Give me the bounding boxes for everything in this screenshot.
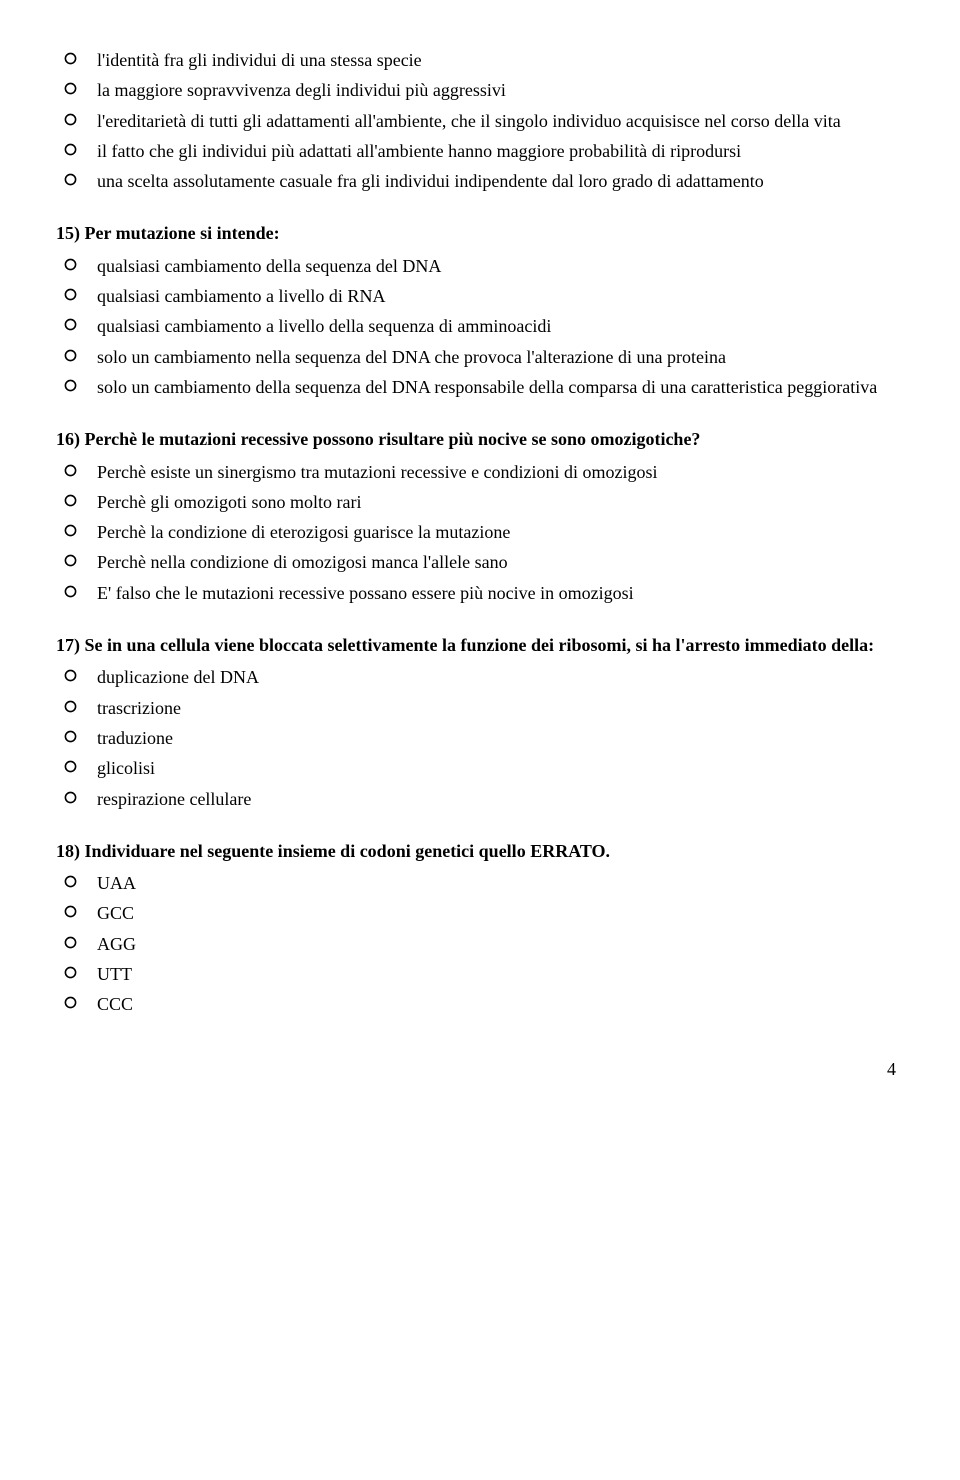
radio-icon[interactable] (64, 113, 77, 126)
question-14-continued: l'identità fra gli individui di una stes… (56, 48, 904, 193)
option-row: Perchè esiste un sinergismo tra mutazion… (56, 460, 904, 484)
option-text: Perchè la condizione di eterozigosi guar… (97, 520, 904, 544)
radio-icon[interactable] (64, 494, 77, 507)
option-text: AGG (97, 932, 904, 956)
option-row: l'identità fra gli individui di una stes… (56, 48, 904, 72)
radio-icon[interactable] (64, 464, 77, 477)
radio-icon[interactable] (64, 700, 77, 713)
radio-icon[interactable] (64, 936, 77, 949)
radio-icon[interactable] (64, 173, 77, 186)
option-row: qualsiasi cambiamento della sequenza del… (56, 254, 904, 278)
option-row: il fatto che gli individui più adattati … (56, 139, 904, 163)
question-title: 16) Perchè le mutazioni recessive posson… (56, 427, 904, 451)
option-text: E' falso che le mutazioni recessive poss… (97, 581, 904, 605)
option-row: traduzione (56, 726, 904, 750)
radio-icon[interactable] (64, 349, 77, 362)
radio-icon[interactable] (64, 288, 77, 301)
option-row: una scelta assolutamente casuale fra gli… (56, 169, 904, 193)
option-row: l'ereditarietà di tutti gli adattamenti … (56, 109, 904, 133)
option-row: Perchè gli omozigoti sono molto rari (56, 490, 904, 514)
radio-icon[interactable] (64, 905, 77, 918)
option-text: una scelta assolutamente casuale fra gli… (97, 169, 904, 193)
option-text: Perchè nella condizione di omozigosi man… (97, 550, 904, 574)
option-row: GCC (56, 901, 904, 925)
option-text: respirazione cellulare (97, 787, 904, 811)
option-row: qualsiasi cambiamento a livello di RNA (56, 284, 904, 308)
question-title: 18) Individuare nel seguente insieme di … (56, 839, 904, 863)
option-row: qualsiasi cambiamento a livello della se… (56, 314, 904, 338)
option-row: solo un cambiamento nella sequenza del D… (56, 345, 904, 369)
options-container: Perchè esiste un sinergismo tra mutazion… (56, 460, 904, 605)
option-row: E' falso che le mutazioni recessive poss… (56, 581, 904, 605)
radio-icon[interactable] (64, 82, 77, 95)
option-row: Perchè nella condizione di omozigosi man… (56, 550, 904, 574)
option-row: Perchè la condizione di eterozigosi guar… (56, 520, 904, 544)
radio-icon[interactable] (64, 730, 77, 743)
radio-icon[interactable] (64, 760, 77, 773)
option-text: qualsiasi cambiamento della sequenza del… (97, 254, 904, 278)
option-row: AGG (56, 932, 904, 956)
question-16: 16) Perchè le mutazioni recessive posson… (56, 427, 904, 605)
option-text: qualsiasi cambiamento a livello di RNA (97, 284, 904, 308)
options-container: duplicazione del DNA trascrizione traduz… (56, 665, 904, 810)
question-17: 17) Se in una cellula viene bloccata sel… (56, 633, 904, 811)
radio-icon[interactable] (64, 585, 77, 598)
option-text: Perchè esiste un sinergismo tra mutazion… (97, 460, 904, 484)
question-15: 15) Per mutazione si intende: qualsiasi … (56, 221, 904, 399)
option-row: la maggiore sopravvivenza degli individu… (56, 78, 904, 102)
question-18: 18) Individuare nel seguente insieme di … (56, 839, 904, 1017)
option-text: solo un cambiamento nella sequenza del D… (97, 345, 904, 369)
radio-icon[interactable] (64, 875, 77, 888)
options-container: UAA GCC AGG UTT CCC (56, 871, 904, 1016)
radio-icon[interactable] (64, 996, 77, 1009)
options-container: l'identità fra gli individui di una stes… (56, 48, 904, 193)
option-text: l'ereditarietà di tutti gli adattamenti … (97, 109, 904, 133)
radio-icon[interactable] (64, 524, 77, 537)
option-text: GCC (97, 901, 904, 925)
radio-icon[interactable] (64, 554, 77, 567)
option-text: la maggiore sopravvivenza degli individu… (97, 78, 904, 102)
option-text: duplicazione del DNA (97, 665, 904, 689)
option-row: respirazione cellulare (56, 787, 904, 811)
option-text: l'identità fra gli individui di una stes… (97, 48, 904, 72)
radio-icon[interactable] (64, 669, 77, 682)
question-title: 17) Se in una cellula viene bloccata sel… (56, 633, 904, 657)
option-row: CCC (56, 992, 904, 1016)
question-title: 15) Per mutazione si intende: (56, 221, 904, 245)
option-text: UTT (97, 962, 904, 986)
option-text: UAA (97, 871, 904, 895)
option-row: solo un cambiamento della sequenza del D… (56, 375, 904, 399)
page-number: 4 (56, 1057, 904, 1081)
option-text: trascrizione (97, 696, 904, 720)
radio-icon[interactable] (64, 791, 77, 804)
option-row: duplicazione del DNA (56, 665, 904, 689)
options-container: qualsiasi cambiamento della sequenza del… (56, 254, 904, 399)
radio-icon[interactable] (64, 52, 77, 65)
radio-icon[interactable] (64, 318, 77, 331)
option-text: glicolisi (97, 756, 904, 780)
radio-icon[interactable] (64, 966, 77, 979)
option-text: qualsiasi cambiamento a livello della se… (97, 314, 904, 338)
option-row: trascrizione (56, 696, 904, 720)
option-row: UTT (56, 962, 904, 986)
option-text: il fatto che gli individui più adattati … (97, 139, 904, 163)
radio-icon[interactable] (64, 143, 77, 156)
option-text: traduzione (97, 726, 904, 750)
option-row: UAA (56, 871, 904, 895)
radio-icon[interactable] (64, 258, 77, 271)
option-text: solo un cambiamento della sequenza del D… (97, 375, 904, 399)
radio-icon[interactable] (64, 379, 77, 392)
option-text: Perchè gli omozigoti sono molto rari (97, 490, 904, 514)
option-text: CCC (97, 992, 904, 1016)
option-row: glicolisi (56, 756, 904, 780)
